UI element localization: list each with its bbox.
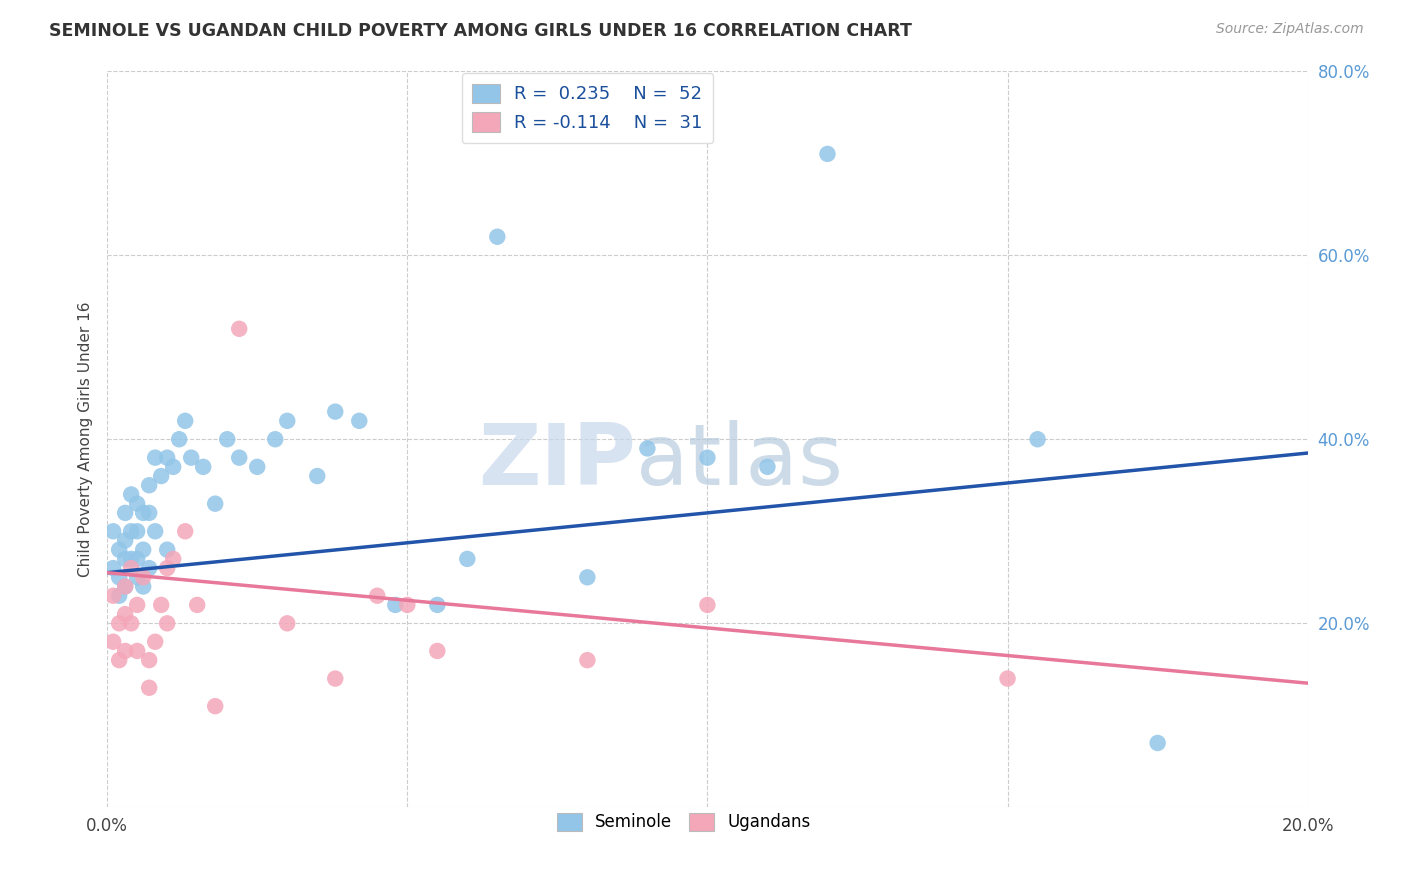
Point: [307, 469, 329, 483]
Point: [132, 506, 155, 520]
Point: [120, 552, 142, 566]
Point: [138, 478, 160, 492]
Point: [114, 506, 136, 520]
Point: [108, 542, 131, 557]
Point: [997, 672, 1019, 686]
Point: [456, 552, 478, 566]
Point: [426, 644, 449, 658]
Point: [193, 459, 215, 474]
Point: [636, 442, 658, 456]
Point: [138, 681, 160, 695]
Point: [186, 598, 208, 612]
Point: [486, 229, 509, 244]
Point: [143, 524, 166, 539]
Point: [114, 644, 136, 658]
Point: [101, 634, 124, 648]
Point: [696, 598, 718, 612]
Point: [108, 653, 131, 667]
Point: [180, 450, 202, 465]
Point: [143, 634, 166, 648]
Point: [114, 607, 136, 621]
Point: [114, 552, 136, 566]
Point: [143, 450, 166, 465]
Point: [756, 459, 779, 474]
Point: [108, 589, 131, 603]
Point: [127, 598, 149, 612]
Point: [120, 616, 142, 631]
Point: [217, 432, 239, 446]
Point: [127, 552, 149, 566]
Point: [228, 450, 250, 465]
Point: [1146, 736, 1168, 750]
Point: [349, 414, 371, 428]
Point: [576, 653, 599, 667]
Point: [162, 552, 184, 566]
Point: [114, 580, 136, 594]
Point: [120, 524, 142, 539]
Point: [114, 533, 136, 548]
Point: [162, 459, 184, 474]
Point: [156, 616, 179, 631]
Point: [108, 570, 131, 584]
Point: [246, 459, 269, 474]
Point: [1026, 432, 1049, 446]
Point: [276, 414, 298, 428]
Point: [132, 580, 155, 594]
Point: [384, 598, 406, 612]
Point: [817, 147, 839, 161]
Point: [576, 570, 599, 584]
Point: [276, 616, 298, 631]
Point: [228, 322, 250, 336]
Point: [156, 450, 179, 465]
Point: [101, 524, 124, 539]
Point: [120, 561, 142, 575]
Text: ZIP: ZIP: [478, 420, 636, 503]
Point: [108, 616, 131, 631]
Point: [132, 570, 155, 584]
Point: [138, 506, 160, 520]
Text: Source: ZipAtlas.com: Source: ZipAtlas.com: [1216, 22, 1364, 37]
Point: [132, 542, 155, 557]
Point: [156, 542, 179, 557]
Point: [150, 469, 173, 483]
Point: [204, 497, 226, 511]
Point: [167, 432, 190, 446]
Point: [127, 570, 149, 584]
Point: [426, 598, 449, 612]
Point: [174, 524, 197, 539]
Point: [366, 589, 388, 603]
Point: [204, 699, 226, 714]
Point: [696, 450, 718, 465]
Point: [323, 672, 346, 686]
Point: [150, 598, 173, 612]
Legend: Seminole, Ugandans: Seminole, Ugandans: [548, 805, 818, 839]
Point: [114, 580, 136, 594]
Point: [138, 561, 160, 575]
Point: [396, 598, 419, 612]
Point: [323, 404, 346, 418]
Point: [156, 561, 179, 575]
Point: [174, 414, 197, 428]
Point: [264, 432, 287, 446]
Point: [101, 589, 124, 603]
Point: [127, 524, 149, 539]
Point: [127, 497, 149, 511]
Point: [127, 644, 149, 658]
Y-axis label: Child Poverty Among Girls Under 16: Child Poverty Among Girls Under 16: [79, 301, 93, 577]
Text: atlas: atlas: [636, 420, 844, 503]
Point: [138, 653, 160, 667]
Text: SEMINOLE VS UGANDAN CHILD POVERTY AMONG GIRLS UNDER 16 CORRELATION CHART: SEMINOLE VS UGANDAN CHILD POVERTY AMONG …: [49, 22, 912, 40]
Point: [101, 561, 124, 575]
Point: [120, 487, 142, 501]
